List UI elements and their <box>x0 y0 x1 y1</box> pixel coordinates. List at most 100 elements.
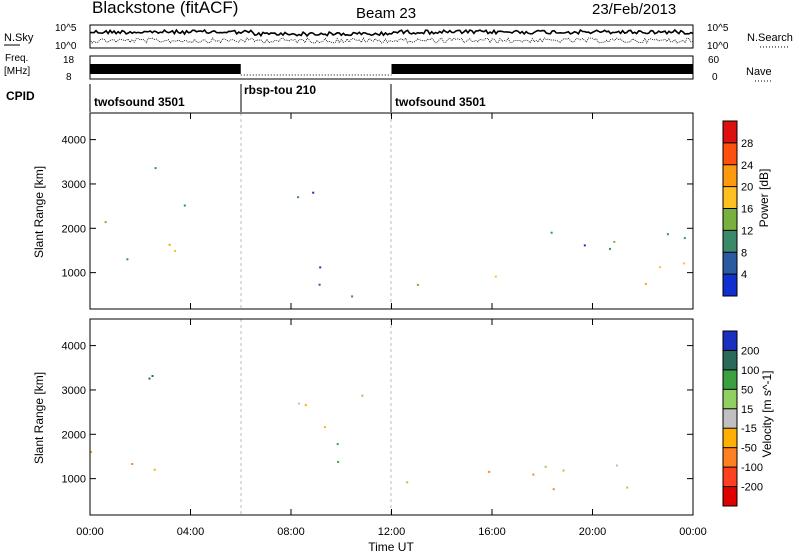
echo-point <box>183 204 186 207</box>
echo-point <box>351 295 354 298</box>
colorbar-swatch <box>723 486 737 507</box>
station-title: Blackstone (fitACF) <box>92 0 238 17</box>
colorbar-swatch <box>723 121 737 144</box>
velocity-colorbar: 200 100 50 15 -15 -50 -100 -200 <box>722 330 763 507</box>
freq-label-line2: [MHz] <box>4 66 30 77</box>
echo-point <box>148 377 151 380</box>
colorbar-tick-label: 24 <box>741 160 753 172</box>
colorbar-swatch <box>723 467 737 488</box>
echo-point <box>153 468 156 471</box>
velocity-colorbar-label: Velocity [m s^-1] <box>760 371 774 458</box>
echo-point <box>494 275 497 278</box>
velocity-y-ticks: 1000 2000 3000 4000 <box>62 341 693 486</box>
colorbar-tick-label: -15 <box>741 423 757 435</box>
echo-point <box>104 221 107 224</box>
x-tick-label: 00:00 <box>679 526 707 538</box>
nave-tick-low: 0 <box>712 72 718 83</box>
echo-point <box>168 243 171 246</box>
echo-point <box>154 167 157 170</box>
colorbar-swatch <box>723 428 737 449</box>
colorbar-tick-label: 50 <box>741 384 753 396</box>
noise-right-tick-low: 10^0 <box>707 41 729 52</box>
echo-point <box>666 233 669 236</box>
power-panel: 1000 2000 3000 4000 Slant Range [km] <box>32 112 694 310</box>
noise-panel: N.Sky 10^5 10^0 10^5 10^0 N.Search <box>4 23 793 52</box>
power-colorbar-label: Power [dB] <box>757 169 771 228</box>
nsearch-label: N.Search <box>747 32 793 44</box>
echo-point <box>90 451 93 454</box>
echo-point <box>626 486 629 489</box>
echo-point <box>174 249 176 252</box>
echo-point <box>544 465 547 468</box>
colorbar-swatch <box>723 369 737 390</box>
colorbar-swatch <box>723 208 737 231</box>
x-tick-label: 08:00 <box>277 526 305 538</box>
cpid-label: CPID <box>6 89 35 103</box>
x-tick-label: 04:00 <box>177 526 205 538</box>
y-tick-label: 2000 <box>62 429 86 441</box>
colorbar-tick-label: 200 <box>741 345 759 357</box>
nsky-label: N.Sky <box>4 32 34 44</box>
colorbar-tick-label: 20 <box>741 182 753 194</box>
colorbar-swatch <box>723 186 737 209</box>
echo-point <box>323 426 326 429</box>
echo-point <box>337 460 340 463</box>
cpid-segment-label: rbsp-tou 210 <box>244 83 316 97</box>
colorbar-tick-label: -100 <box>741 462 763 474</box>
colorbar-swatch <box>723 164 737 188</box>
nave-tick-high: 60 <box>708 55 720 66</box>
colorbar-tick-label: 8 <box>741 247 747 259</box>
echo-point <box>613 240 616 243</box>
echo-point <box>126 258 129 261</box>
freq-block <box>90 64 241 74</box>
echo-point <box>562 469 565 472</box>
x-tick-label: 16:00 <box>478 526 506 538</box>
echo-point <box>552 488 555 491</box>
colorbar-tick-label: 16 <box>741 204 753 216</box>
colorbar-swatch <box>723 274 737 297</box>
colorbar-tick-label: 28 <box>741 138 753 150</box>
nsearch-trace <box>89 37 694 44</box>
freq-tick-low: 8 <box>66 72 72 83</box>
echo-point <box>609 247 611 250</box>
power-y-axis-label: Slant Range [km] <box>32 166 46 258</box>
echo-point <box>312 191 315 194</box>
velocity-scatter <box>90 375 629 491</box>
cpid-segment-label: twofsound 3501 <box>94 95 185 109</box>
nsky-trace <box>89 28 694 38</box>
x-tick-label: 12:00 <box>378 526 406 538</box>
echo-point <box>682 262 685 265</box>
colorbar-frame <box>722 330 738 507</box>
echo-point <box>658 266 661 269</box>
cpid-segment-label: twofsound 3501 <box>395 95 486 109</box>
noise-left-tick-high: 10^5 <box>55 23 77 34</box>
velocity-panel: 1000 2000 3000 4000 Slant Range [km] <box>32 318 694 516</box>
echo-point <box>416 283 419 286</box>
colorbar-tick-label: 12 <box>741 225 753 237</box>
echo-point <box>151 375 154 377</box>
colorbar-tick-label: 15 <box>741 404 753 416</box>
colorbar-swatch <box>723 331 737 351</box>
x-tick-label: 00:00 <box>76 526 104 538</box>
nave-label: Nave <box>746 66 772 78</box>
colorbar-swatch <box>723 389 737 410</box>
freq-block <box>391 64 693 74</box>
time-axis: 00:00 04:00 08:00 12:00 16:00 20:00 00:00 <box>76 113 707 538</box>
colorbar-swatch <box>723 142 737 166</box>
echo-point <box>318 283 321 286</box>
colorbar-swatch <box>723 230 737 253</box>
colorbar-tick-label: 4 <box>741 269 747 281</box>
y-tick-label: 1000 <box>62 268 86 280</box>
echo-point <box>304 404 307 407</box>
noise-panel-frame <box>89 24 694 49</box>
power-y-ticks: 1000 2000 3000 4000 <box>62 135 693 280</box>
echo-point <box>131 463 134 465</box>
colorbar-swatch <box>723 350 737 371</box>
x-axis-label: Time UT <box>368 540 414 554</box>
power-scatter <box>104 167 686 298</box>
cpid-row: CPID twofsound 3501 rbsp-tou 210 twofsou… <box>6 83 486 112</box>
y-tick-label: 2000 <box>62 223 86 235</box>
echo-point <box>550 231 553 234</box>
echo-point <box>361 394 364 397</box>
